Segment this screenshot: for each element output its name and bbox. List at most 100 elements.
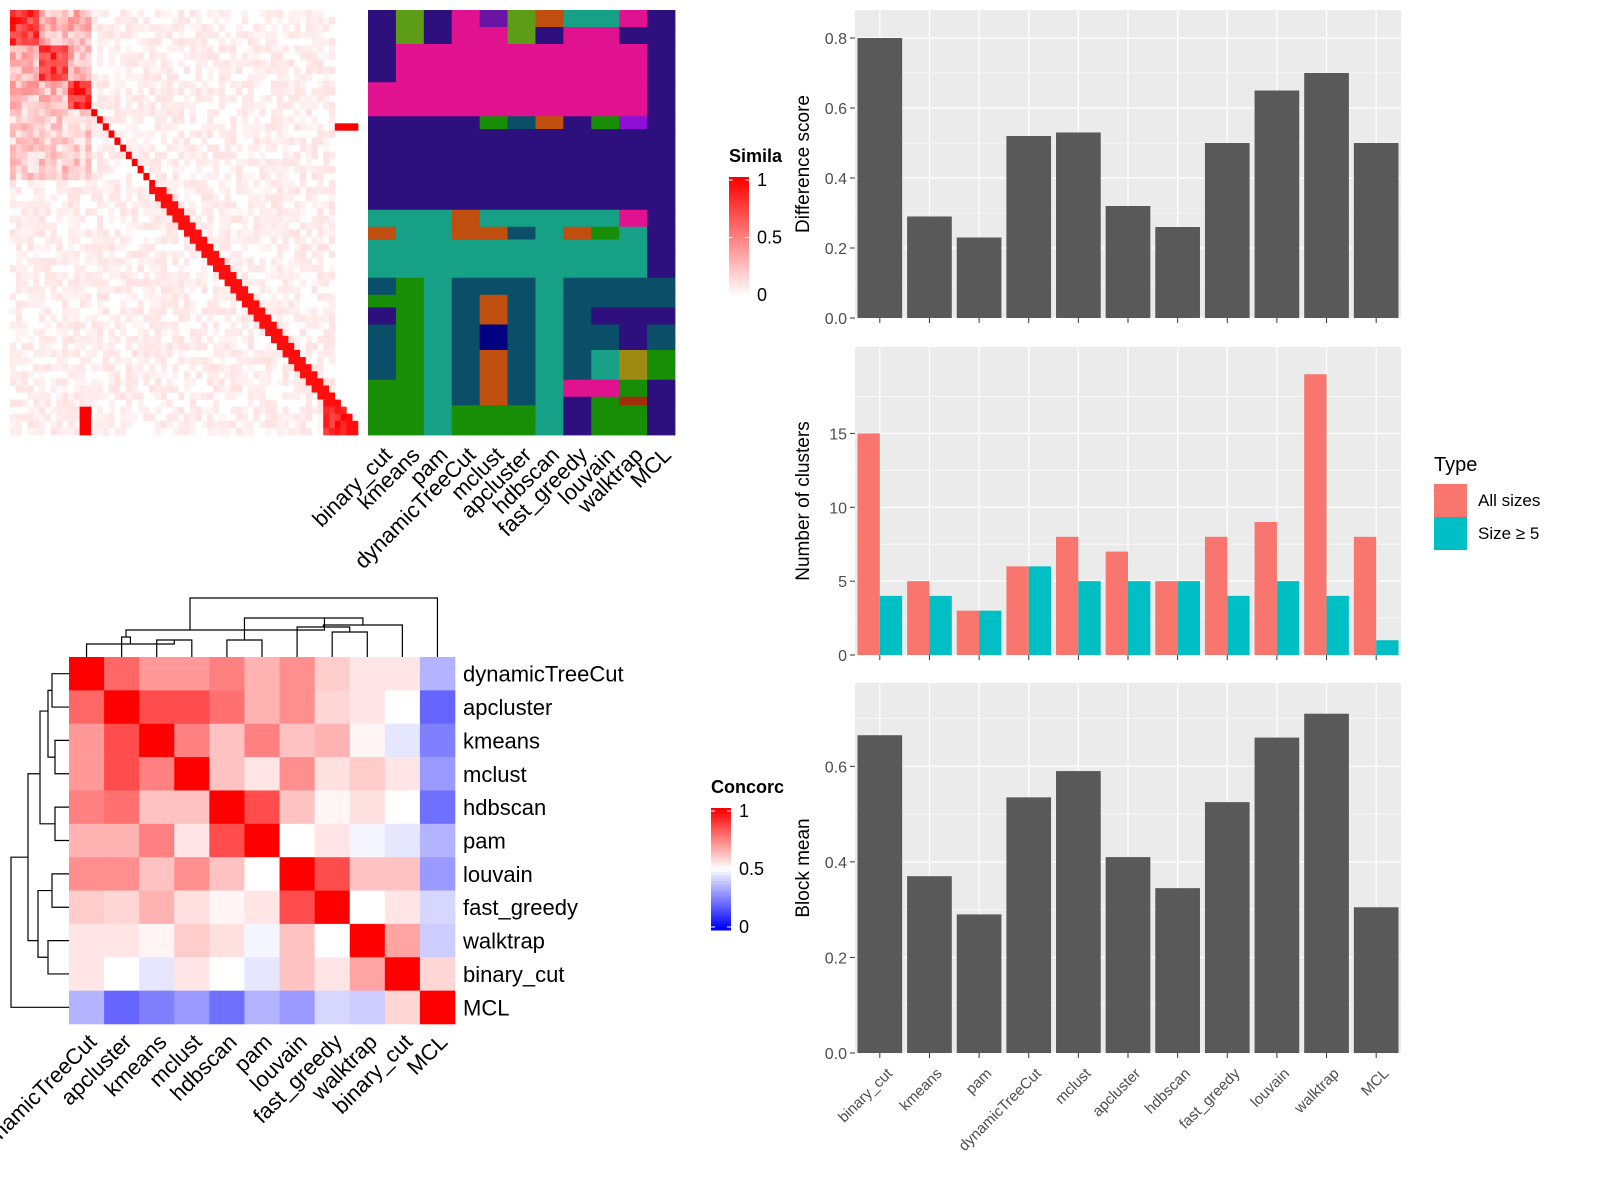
bar xyxy=(1276,581,1300,655)
similarity-cell xyxy=(10,38,17,46)
similarity-cell xyxy=(120,243,127,252)
similarity-cell xyxy=(21,300,28,308)
similarity-cell xyxy=(143,272,150,280)
similarity-cell xyxy=(201,357,208,365)
dendrogram-branch xyxy=(54,739,69,775)
similarity-cell xyxy=(189,413,196,422)
similarity-cell xyxy=(120,59,127,67)
similarity-cell xyxy=(300,406,307,415)
similarity-cell xyxy=(317,243,324,252)
similarity-cell xyxy=(160,87,167,96)
similarity-cell xyxy=(73,102,80,110)
similarity-cell xyxy=(311,116,318,124)
bar xyxy=(956,914,1002,1053)
similarity-cell xyxy=(131,109,138,117)
similarity-cell xyxy=(126,385,133,393)
similarity-cell xyxy=(305,392,312,400)
cluster-cell xyxy=(423,10,453,28)
similarity-cell xyxy=(68,286,75,294)
similarity-cell xyxy=(276,52,283,60)
similarity-cell xyxy=(294,165,301,174)
similarity-cell xyxy=(311,31,318,39)
cluster-cell xyxy=(451,396,481,406)
similarity-cell xyxy=(178,151,185,160)
similarity-cell xyxy=(126,95,133,103)
similarity-cell xyxy=(85,399,92,407)
concordance-cell xyxy=(69,657,105,691)
similarity-cell xyxy=(56,102,63,110)
concordance-cell xyxy=(104,657,140,691)
similarity-cell xyxy=(131,144,138,152)
similarity-cell xyxy=(259,222,266,230)
similarity-cell xyxy=(44,208,51,216)
concordance-cell xyxy=(244,657,280,691)
similarity-cell xyxy=(166,229,173,237)
cluster-cell xyxy=(591,226,620,240)
similarity-cell xyxy=(329,17,336,25)
similarity-legend-gradient xyxy=(729,192,749,196)
similarity-cell xyxy=(230,66,237,75)
similarity-cell xyxy=(160,250,167,259)
similarity-cell xyxy=(213,151,220,160)
similarity-cell xyxy=(218,123,225,131)
similarity-cell xyxy=(50,378,57,386)
similarity-cell xyxy=(97,116,104,124)
similarity-cell xyxy=(33,66,40,75)
similarity-cell xyxy=(224,95,231,103)
similarity-cell xyxy=(15,229,22,237)
similarity-cell xyxy=(265,95,272,103)
similarity-cell xyxy=(15,201,22,209)
concordance-cell xyxy=(279,923,315,958)
similarity-cell xyxy=(73,59,80,67)
similarity-cell xyxy=(276,109,283,117)
similarity-cell xyxy=(102,286,109,294)
similarity-cell xyxy=(201,243,208,252)
cluster-cell xyxy=(451,379,481,398)
similarity-cell xyxy=(253,371,260,379)
similarity-cell xyxy=(323,335,330,344)
similarity-cell xyxy=(311,194,318,202)
similarity-cell xyxy=(305,222,312,230)
similarity-cell xyxy=(39,243,46,252)
cluster-cell xyxy=(395,294,425,308)
cluster-cell xyxy=(535,277,564,296)
similarity-cell xyxy=(108,413,115,422)
similarity-cell xyxy=(21,158,28,167)
similarity-cell xyxy=(305,350,312,358)
similarity-cell xyxy=(224,215,231,223)
concordance-cell xyxy=(209,890,245,925)
cluster-cell xyxy=(395,129,425,211)
concordance-cell xyxy=(384,990,421,1025)
similarity-cell xyxy=(311,52,318,60)
similarity-cell xyxy=(305,257,312,266)
similarity-cell xyxy=(224,293,231,301)
similarity-cell xyxy=(15,243,22,252)
similarity-cell xyxy=(317,45,324,53)
similarity-cell xyxy=(39,172,46,181)
concordance-legend-tick-label: 1 xyxy=(739,801,749,821)
similarity-cell xyxy=(329,250,336,259)
legend-swatch xyxy=(1434,484,1467,517)
similarity-cell xyxy=(224,335,231,344)
similarity-cell xyxy=(189,45,196,53)
similarity-cell xyxy=(259,243,266,252)
cluster-cell xyxy=(368,252,397,279)
similarity-cell xyxy=(172,342,179,351)
similarity-cell xyxy=(317,165,324,174)
similarity-cell xyxy=(195,222,202,230)
cluster-cell xyxy=(591,350,620,381)
x-tick-label: binary_cut xyxy=(835,1065,897,1127)
concordance-row-label: pam xyxy=(463,829,506,854)
cluster-cell xyxy=(479,239,508,253)
similarity-cell xyxy=(85,10,92,18)
cluster-cell xyxy=(368,27,397,45)
similarity-cell xyxy=(73,371,80,379)
similarity-cell xyxy=(137,201,144,209)
bar xyxy=(1304,713,1349,1053)
concordance-cell xyxy=(244,690,280,725)
similarity-cell xyxy=(68,151,75,160)
cluster-cell xyxy=(647,252,676,279)
cluster-cell xyxy=(479,396,508,406)
similarity-cell xyxy=(253,45,260,53)
similarity-cell xyxy=(288,180,295,188)
